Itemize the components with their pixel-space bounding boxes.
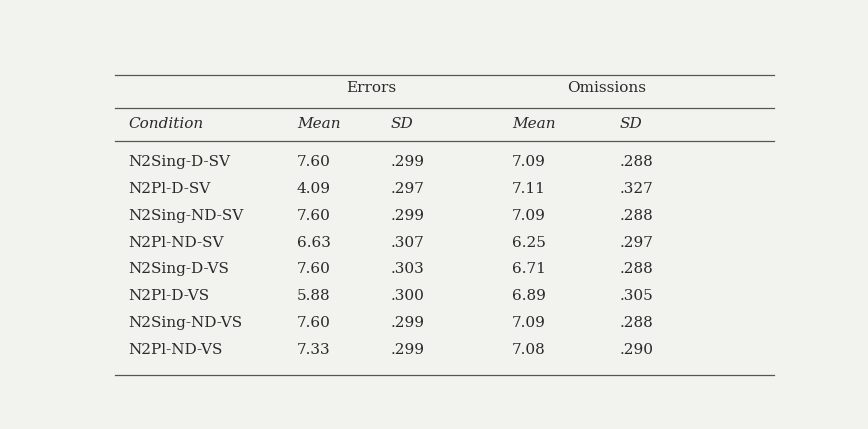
Text: 7.08: 7.08: [512, 343, 546, 357]
Text: SD: SD: [391, 117, 414, 131]
Text: .288: .288: [620, 263, 654, 276]
Text: 5.88: 5.88: [297, 289, 331, 303]
Text: 6.25: 6.25: [512, 236, 546, 250]
Text: .299: .299: [391, 209, 425, 223]
Text: 7.60: 7.60: [297, 155, 331, 169]
Text: 7.11: 7.11: [512, 182, 546, 196]
Text: 7.09: 7.09: [512, 209, 546, 223]
Text: .299: .299: [391, 316, 425, 330]
Text: 6.63: 6.63: [297, 236, 331, 250]
Text: N2Pl-ND-VS: N2Pl-ND-VS: [128, 343, 223, 357]
Text: SD: SD: [620, 117, 642, 131]
Text: Omissions: Omissions: [567, 81, 646, 95]
Text: Mean: Mean: [512, 117, 556, 131]
Text: 7.60: 7.60: [297, 316, 331, 330]
Text: .297: .297: [391, 182, 425, 196]
Text: N2Pl-D-VS: N2Pl-D-VS: [128, 289, 210, 303]
Text: 6.89: 6.89: [512, 289, 546, 303]
Text: 7.09: 7.09: [512, 316, 546, 330]
Text: .300: .300: [391, 289, 425, 303]
Text: N2Sing-D-VS: N2Sing-D-VS: [128, 263, 229, 276]
Text: .288: .288: [620, 316, 654, 330]
Text: Condition: Condition: [128, 117, 204, 131]
Text: .290: .290: [620, 343, 654, 357]
Text: N2Pl-ND-SV: N2Pl-ND-SV: [128, 236, 224, 250]
Text: .327: .327: [620, 182, 654, 196]
Text: 6.71: 6.71: [512, 263, 546, 276]
Text: .305: .305: [620, 289, 654, 303]
Text: N2Sing-ND-VS: N2Sing-ND-VS: [128, 316, 243, 330]
Text: N2Sing-D-SV: N2Sing-D-SV: [128, 155, 231, 169]
Text: 7.09: 7.09: [512, 155, 546, 169]
Text: .288: .288: [620, 155, 654, 169]
Text: .297: .297: [620, 236, 654, 250]
Text: N2Pl-D-SV: N2Pl-D-SV: [128, 182, 211, 196]
Text: 7.60: 7.60: [297, 209, 331, 223]
Text: .299: .299: [391, 343, 425, 357]
Text: 7.33: 7.33: [297, 343, 331, 357]
Text: N2Sing-ND-SV: N2Sing-ND-SV: [128, 209, 244, 223]
Text: Errors: Errors: [345, 81, 396, 95]
Text: .307: .307: [391, 236, 424, 250]
Text: .299: .299: [391, 155, 425, 169]
Text: .303: .303: [391, 263, 424, 276]
Text: Mean: Mean: [297, 117, 340, 131]
Text: 4.09: 4.09: [297, 182, 331, 196]
Text: .288: .288: [620, 209, 654, 223]
Text: 7.60: 7.60: [297, 263, 331, 276]
